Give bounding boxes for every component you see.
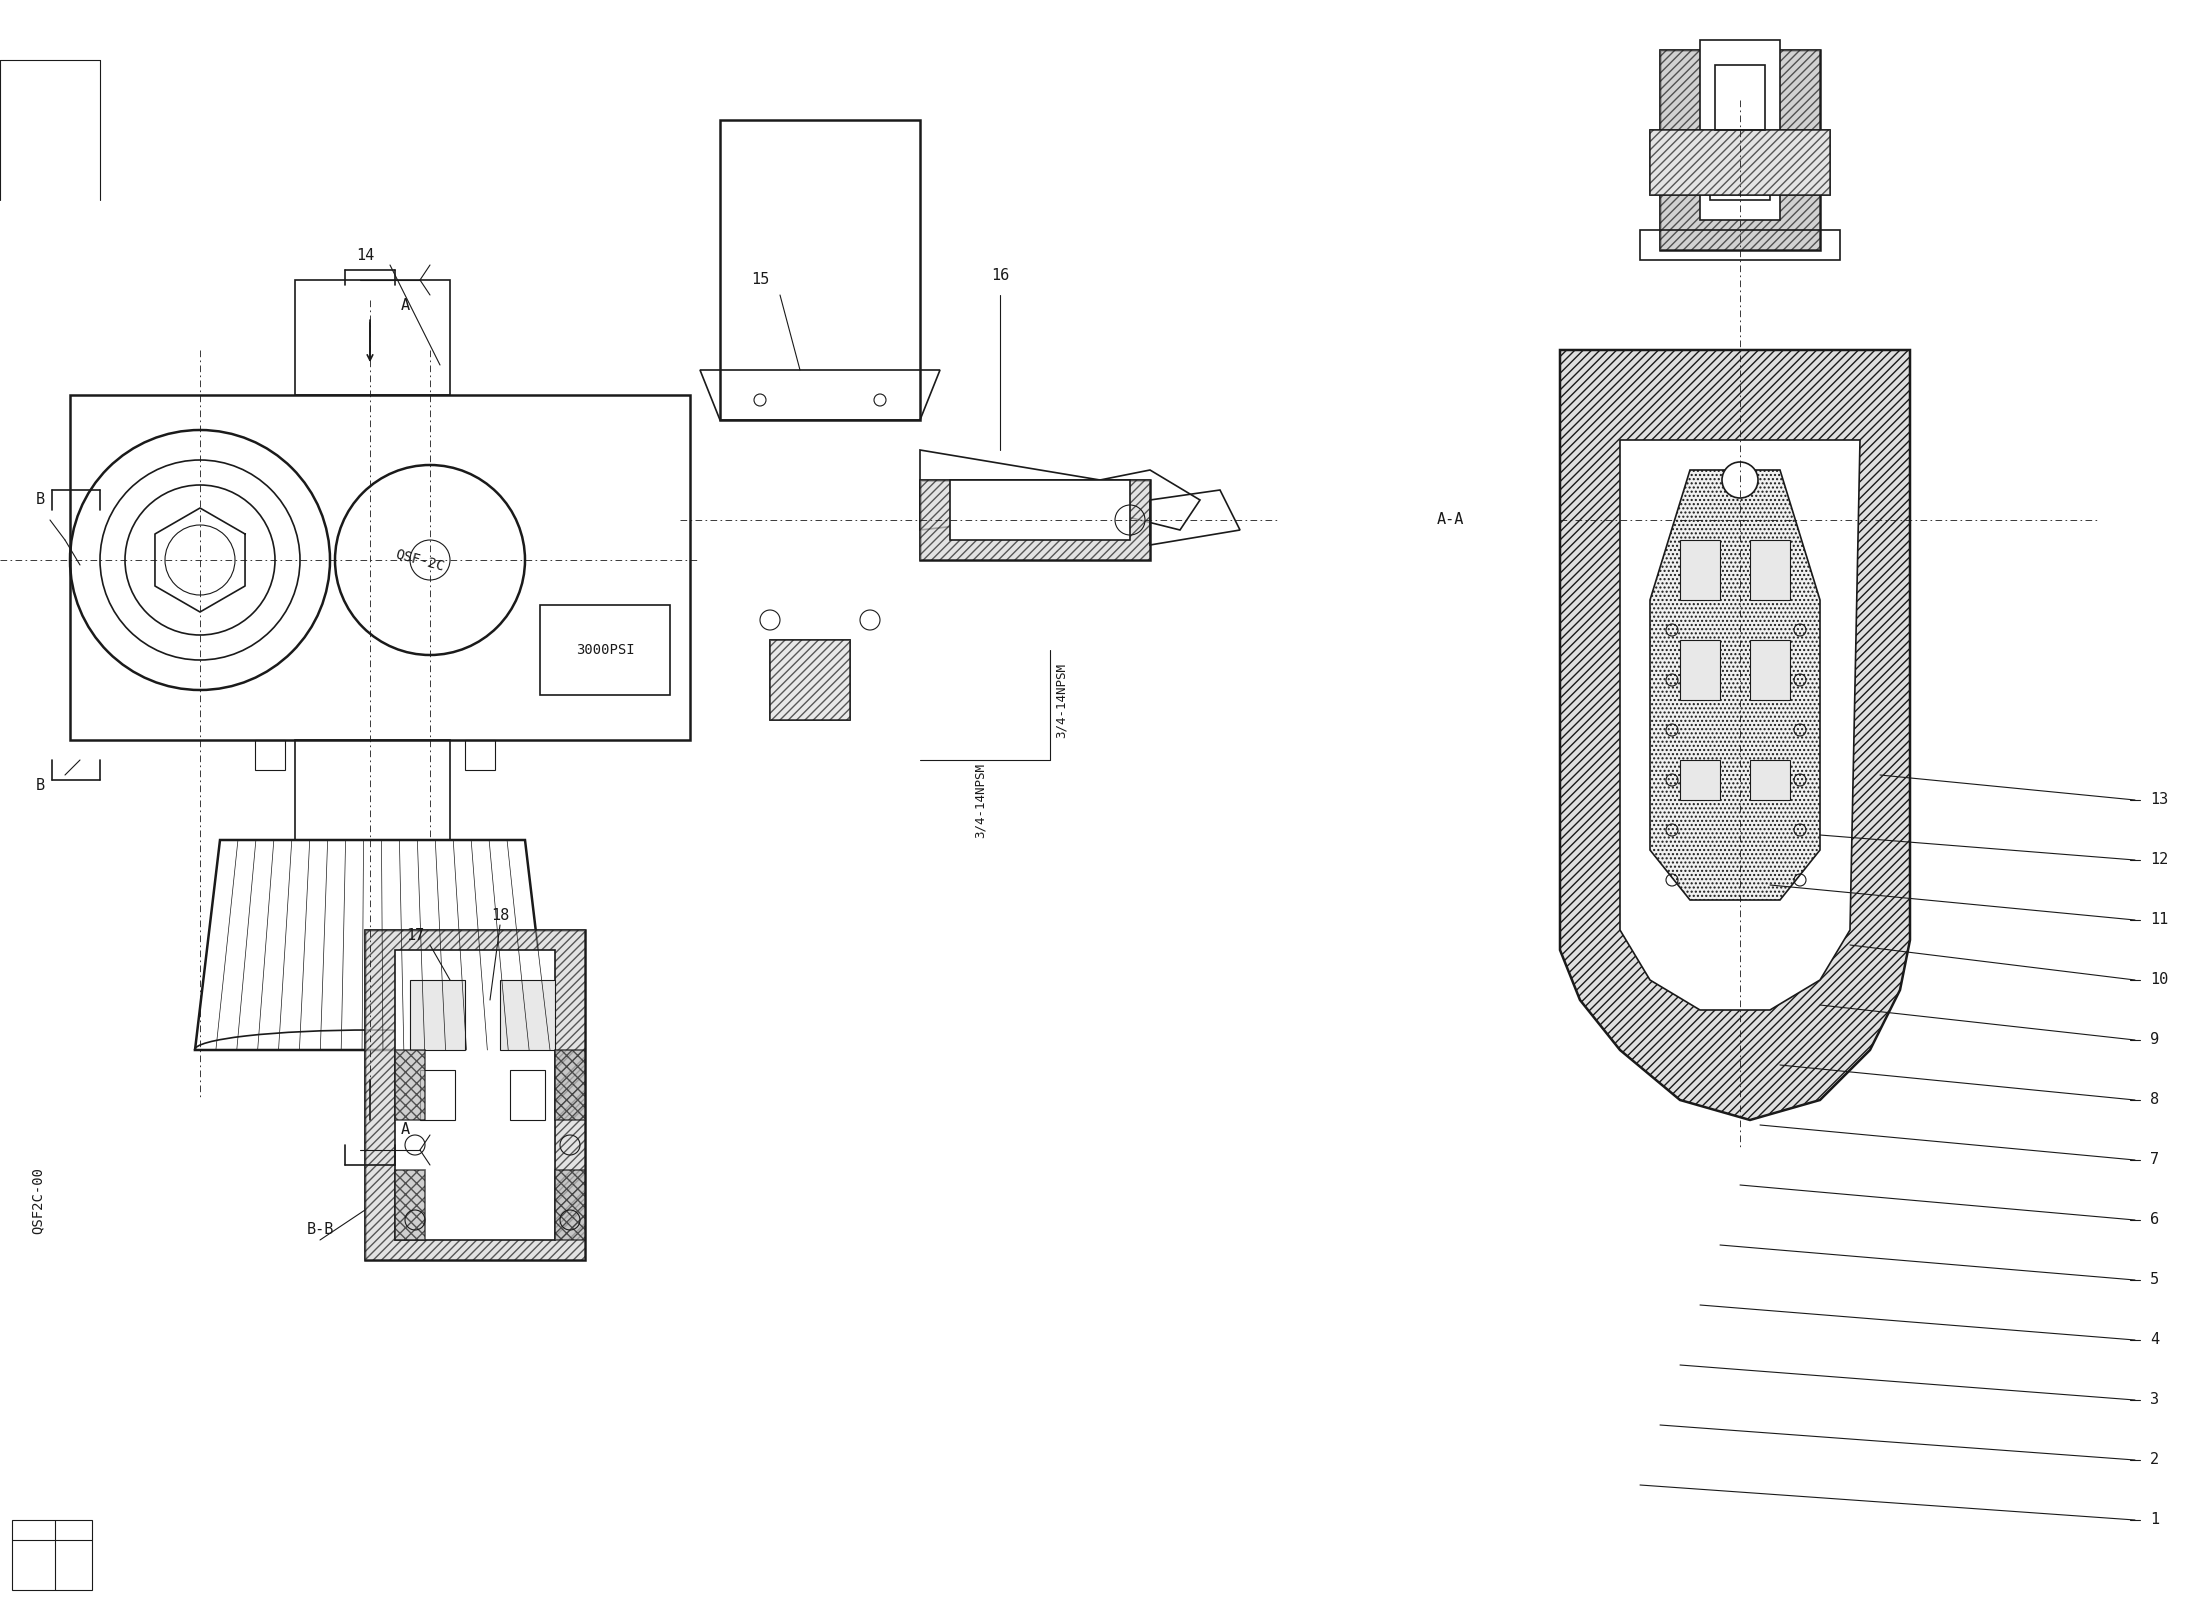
Bar bbox=[396, 1050, 425, 1120]
Text: 3000PSI: 3000PSI bbox=[575, 642, 635, 657]
Text: QSF-2C: QSF-2C bbox=[394, 547, 447, 574]
Polygon shape bbox=[1649, 470, 1820, 900]
Text: 8: 8 bbox=[2149, 1093, 2160, 1107]
Bar bbox=[1660, 50, 1820, 249]
Bar bbox=[1700, 40, 1780, 221]
Text: 10: 10 bbox=[2149, 973, 2169, 988]
Bar bbox=[254, 740, 285, 770]
Polygon shape bbox=[1621, 439, 1859, 1010]
Bar bbox=[420, 1071, 455, 1120]
Bar bbox=[721, 120, 920, 420]
Text: 2: 2 bbox=[2149, 1453, 2160, 1467]
Text: 6: 6 bbox=[2149, 1213, 2160, 1227]
Bar bbox=[920, 479, 1150, 559]
Text: 12: 12 bbox=[2149, 852, 2169, 868]
Text: 3: 3 bbox=[2149, 1392, 2160, 1408]
Bar bbox=[769, 641, 849, 721]
Bar bbox=[500, 980, 555, 1050]
Text: 13: 13 bbox=[2149, 793, 2169, 807]
Bar bbox=[365, 930, 586, 1259]
Bar bbox=[555, 1170, 586, 1240]
Text: 3/4-14NPSM: 3/4-14NPSM bbox=[1055, 663, 1068, 738]
Bar bbox=[555, 1050, 586, 1120]
Text: 5: 5 bbox=[2149, 1272, 2160, 1288]
Bar bbox=[1749, 540, 1791, 599]
Bar bbox=[1649, 129, 1831, 195]
Bar bbox=[1680, 761, 1720, 801]
Bar bbox=[1660, 50, 1820, 249]
Bar bbox=[920, 479, 1150, 559]
Circle shape bbox=[1722, 462, 1758, 499]
Text: 14: 14 bbox=[356, 248, 374, 262]
Text: 11: 11 bbox=[2149, 912, 2169, 927]
Bar bbox=[409, 980, 464, 1050]
Text: A: A bbox=[400, 297, 409, 313]
Text: 16: 16 bbox=[991, 267, 1008, 283]
Text: 3/4-14NPSM: 3/4-14NPSM bbox=[973, 762, 986, 837]
Text: 17: 17 bbox=[407, 927, 425, 943]
Text: 15: 15 bbox=[752, 273, 769, 288]
Bar bbox=[1749, 641, 1791, 700]
Bar bbox=[511, 1071, 544, 1120]
Bar bbox=[365, 930, 586, 1259]
Text: QSF2C-00: QSF2C-00 bbox=[31, 1167, 44, 1234]
Text: A-A: A-A bbox=[1437, 513, 1464, 527]
Bar bbox=[1716, 66, 1764, 129]
Bar bbox=[396, 949, 555, 1240]
Text: A: A bbox=[400, 1122, 409, 1138]
Bar bbox=[1749, 761, 1791, 801]
Text: 9: 9 bbox=[2149, 1032, 2160, 1048]
Bar bbox=[294, 740, 451, 841]
Bar bbox=[396, 1170, 425, 1240]
Text: 7: 7 bbox=[2149, 1152, 2160, 1168]
Bar bbox=[11, 1520, 93, 1590]
Bar bbox=[539, 606, 670, 695]
Bar bbox=[71, 395, 690, 740]
Text: B-B: B-B bbox=[307, 1222, 334, 1237]
Bar bbox=[1680, 641, 1720, 700]
Text: B: B bbox=[35, 778, 44, 793]
Bar bbox=[294, 280, 451, 395]
Bar bbox=[1649, 129, 1831, 195]
Bar bbox=[1709, 141, 1771, 200]
Bar bbox=[951, 479, 1130, 540]
Bar bbox=[769, 641, 849, 721]
Text: 1: 1 bbox=[2149, 1512, 2160, 1528]
Polygon shape bbox=[1561, 350, 1910, 1120]
Bar bbox=[1641, 230, 1840, 260]
Bar bbox=[1680, 540, 1720, 599]
Text: 4: 4 bbox=[2149, 1333, 2160, 1347]
Text: 18: 18 bbox=[491, 908, 509, 922]
Text: B: B bbox=[35, 492, 44, 508]
Bar bbox=[464, 740, 495, 770]
